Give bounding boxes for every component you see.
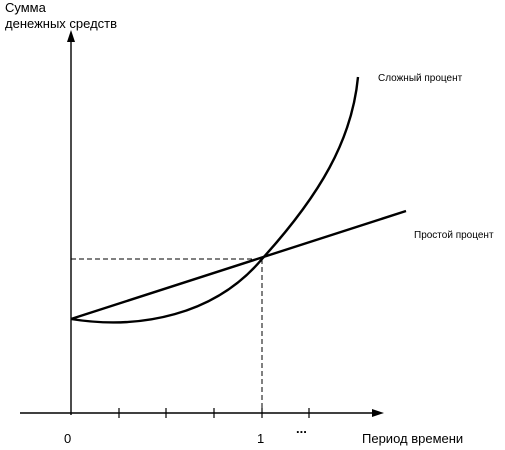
simple-interest-label: Простой процент <box>414 230 494 241</box>
simple-interest-line <box>70 209 407 321</box>
compound-interest-label: Сложный процент <box>378 73 463 84</box>
compound-interest-curve <box>70 76 360 324</box>
y-axis-arrow <box>67 30 75 42</box>
y-axis-label-line1: Сумма <box>5 0 47 15</box>
x-tick-label-0: 0 <box>64 431 71 446</box>
x-axis-arrow <box>372 409 384 417</box>
y-axis-label-line2: денежных средств <box>5 16 117 31</box>
x-tick-ellipsis: ... <box>296 421 307 436</box>
x-tick-label-1: 1 <box>257 431 264 446</box>
x-axis-label: Период времени <box>362 431 463 446</box>
